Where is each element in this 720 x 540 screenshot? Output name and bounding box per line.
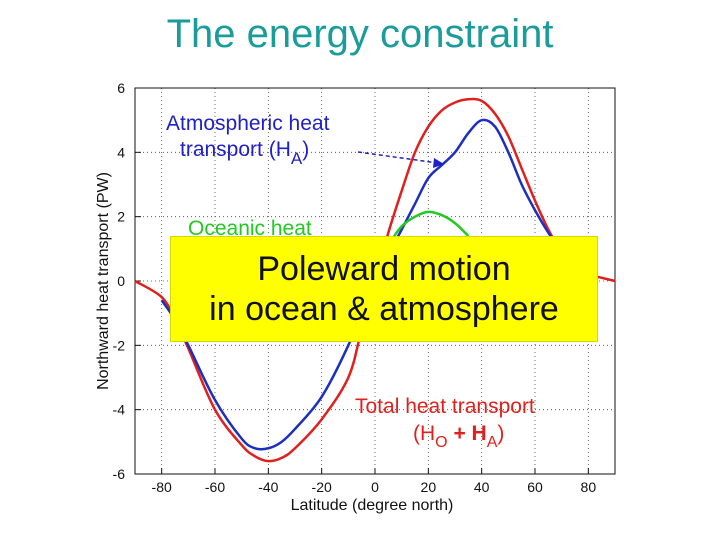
total-series-line <box>134 97 616 463</box>
total-label-close: ) <box>497 422 504 445</box>
y-tick-label: -2 <box>113 337 126 353</box>
y-tick-label: -4 <box>113 402 126 418</box>
callout-box: Poleward motion in ocean & atmosphere <box>170 236 598 342</box>
y-tick-label: 4 <box>117 144 125 160</box>
y-tick-label: 2 <box>117 209 125 225</box>
atmospheric-series-line <box>160 118 563 451</box>
total-label-open: (H <box>413 422 435 445</box>
atmospheric-label-line2: transport (HA) <box>180 138 309 168</box>
atm-label-sub: A <box>291 149 303 168</box>
x-tick-label: 80 <box>581 479 597 495</box>
y-tick-label: 0 <box>117 273 125 289</box>
atmospheric-label-line1: Atmospheric heat <box>166 112 330 135</box>
x-axis-label: Latitude (degree north) <box>291 497 454 514</box>
callout-line-2: in ocean & atmosphere <box>209 290 559 328</box>
x-tick-label: 20 <box>421 479 437 495</box>
x-tick-label: -80 <box>152 479 172 495</box>
total-label-sub-a: A <box>487 434 498 451</box>
total-label-plus: + H <box>448 422 487 445</box>
y-axis-label: Northward heat transport (PW) <box>95 172 112 390</box>
x-tick-label: 40 <box>474 479 490 495</box>
atm-label-main: transport (H <box>180 138 291 161</box>
y-tick-label: 6 <box>117 80 125 96</box>
callout-line-1: Poleward motion <box>257 250 511 288</box>
slide-title: The energy constraint <box>166 12 554 56</box>
x-tick-label: -60 <box>205 479 225 495</box>
oceanic-label: Oceanic heat <box>188 217 312 240</box>
x-tick-label: 60 <box>527 479 543 495</box>
atmospheric-arrow <box>357 151 439 164</box>
x-tick-label: -40 <box>258 479 278 495</box>
total-label-line1: Total heat transport <box>355 395 535 418</box>
total-label-line2: (HO + HA) <box>413 422 504 451</box>
atmospheric-arrow-head <box>433 158 444 168</box>
x-tick-label: 0 <box>371 479 379 495</box>
y-tick-label: -6 <box>113 466 126 482</box>
atm-label-close: ) <box>302 138 309 161</box>
x-tick-label: -20 <box>312 479 332 495</box>
total-label-sub-o: O <box>435 434 447 451</box>
